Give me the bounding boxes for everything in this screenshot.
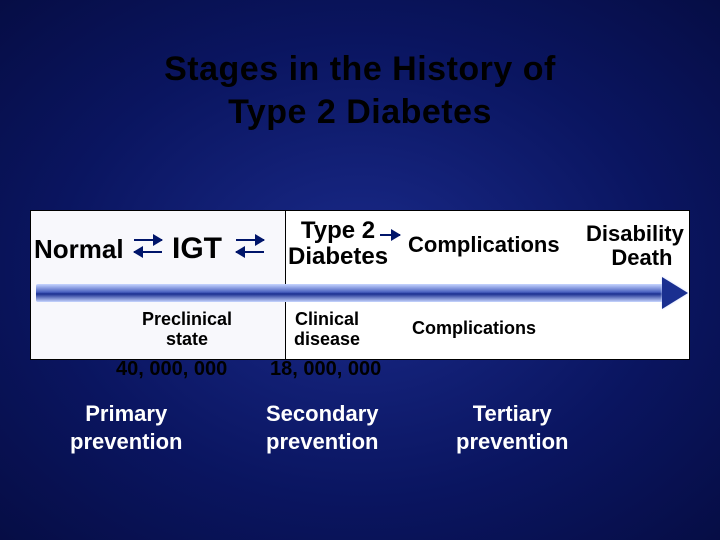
phase-preclinical-l1: Preclinical	[142, 309, 232, 329]
phase-complications: Complications	[412, 318, 536, 339]
stage-disability: Disability Death	[586, 222, 684, 270]
stage-type2: Type 2 Diabetes	[288, 218, 388, 271]
timeline-arrow	[36, 284, 664, 302]
arrow-t2d-to-igt	[236, 251, 264, 253]
prev-tertiary-l1: Tertiary	[473, 401, 552, 426]
stage-type2-l2: Diabetes	[288, 243, 388, 270]
phase-preclinical-l2: state	[166, 329, 208, 349]
phase-clinical: Clinical disease	[294, 310, 360, 350]
prev-tertiary-l2: prevention	[456, 429, 568, 454]
title-line-1: Stages in the History of	[164, 50, 556, 88]
stage-complications: Complications	[408, 232, 560, 258]
number-right: 18, 000, 000	[270, 358, 381, 381]
prevention-secondary: Secondary prevention	[266, 400, 379, 455]
phase-preclinical: Preclinical state	[142, 310, 232, 350]
arrow-normal-to-igt	[134, 239, 162, 241]
prev-primary-l2: prevention	[70, 429, 182, 454]
slide-title: Stages in the History of Type 2 Diabetes	[0, 0, 720, 133]
arrow-t2d-to-comp	[380, 234, 400, 236]
stage-disability-l2: Death	[597, 245, 672, 270]
stage-igt: IGT	[172, 232, 222, 266]
prev-secondary-l1: Secondary	[266, 401, 379, 426]
title-line-2: Type 2 Diabetes	[228, 93, 492, 131]
arrow-igt-to-t2d	[236, 239, 264, 241]
number-left: 40, 000, 000	[116, 358, 227, 381]
arrow-igt-to-normal	[134, 251, 162, 253]
phase-clinical-l1: Clinical	[295, 309, 359, 329]
prevention-primary: Primary prevention	[70, 400, 182, 455]
prevention-tertiary: Tertiary prevention	[456, 400, 568, 455]
prev-secondary-l2: prevention	[266, 429, 378, 454]
phase-clinical-l2: disease	[294, 329, 360, 349]
stage-disability-l1: Disability	[586, 221, 684, 246]
stage-type2-l1: Type 2	[301, 217, 375, 244]
prev-primary-l1: Primary	[85, 401, 167, 426]
stage-normal: Normal	[34, 234, 124, 265]
